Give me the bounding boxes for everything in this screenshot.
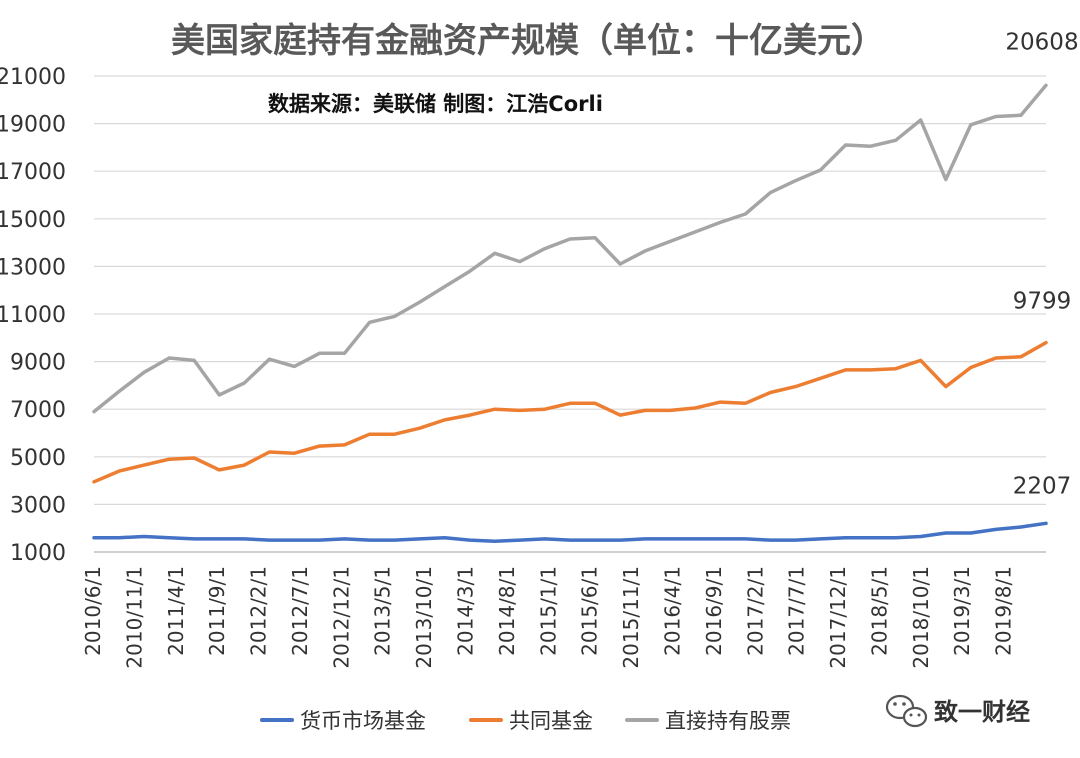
x-tick-label: 2019/8/1 <box>992 566 1016 656</box>
y-gridlines <box>94 75 1046 505</box>
x-tick-label: 2017/7/1 <box>785 566 809 656</box>
series-line-mutual-fund <box>92 340 1048 484</box>
legend-label-mutual-fund: 共同基金 <box>509 709 593 733</box>
watermark: 致一财经 <box>885 694 1030 728</box>
x-tick-label: 2011/4/1 <box>164 566 188 656</box>
legend-label-money-market: 货币市场基金 <box>300 709 426 733</box>
x-tick-label: 2013/10/1 <box>412 566 436 669</box>
wechat-icon <box>885 694 928 728</box>
x-tick-label: 2015/6/1 <box>578 566 602 656</box>
x-tick-label: 2019/3/1 <box>950 566 974 656</box>
watermark-text: 致一财经 <box>934 698 1030 726</box>
x-tick-label: 2012/2/1 <box>247 566 271 656</box>
x-tick-label: 2018/10/1 <box>909 566 933 669</box>
x-tick-label: 2017/12/1 <box>826 566 850 669</box>
data-label-money-market: 2207 <box>1013 473 1072 499</box>
x-tick-label: 2016/4/1 <box>660 566 684 656</box>
x-tick-label: 2013/5/1 <box>371 566 395 656</box>
x-tick-label: 2012/12/1 <box>329 566 353 669</box>
data-label-direct-stock: 20608 <box>1005 29 1078 55</box>
y-tick-label: 11000 <box>0 303 66 328</box>
y-tick-label: 5000 <box>10 446 66 471</box>
data-labels: 2207 9799 20608 <box>1005 29 1078 499</box>
x-tick-label: 2012/7/1 <box>288 566 312 656</box>
legend: 货币市场基金 共同基金 直接持有股票 <box>260 709 791 733</box>
x-axis-ticks: 2010/6/1 2010/11/1 2011/4/1 2011/9/1 2012/2/… <box>81 566 1016 669</box>
series-lines <box>92 83 1048 544</box>
x-tick-label: 2017/2/1 <box>743 566 767 656</box>
data-label-mutual-fund: 9799 <box>1013 289 1072 315</box>
legend-label-direct-stock: 直接持有股票 <box>665 709 791 733</box>
x-tick-label: 2014/8/1 <box>495 566 519 656</box>
chart-subtitle: 数据来源：美联储 制图：江浩Corli <box>268 92 603 116</box>
x-tick-label: 2015/1/1 <box>536 566 560 656</box>
y-tick-label: 9000 <box>10 351 66 376</box>
y-tick-label: 13000 <box>0 255 66 280</box>
y-tick-label: 21000 <box>0 65 66 90</box>
y-tick-label: 1000 <box>10 541 66 566</box>
x-tick-label: 2014/3/1 <box>454 566 478 656</box>
y-tick-label: 15000 <box>0 208 66 233</box>
x-tick-label: 2010/6/1 <box>81 566 105 656</box>
x-tick-label: 2011/9/1 <box>205 566 229 656</box>
y-tick-label: 7000 <box>10 398 66 423</box>
x-tick-label: 2016/9/1 <box>702 566 726 656</box>
y-axis-ticks: 1000 3000 5000 7000 9000 11000 13000 15000 17000… <box>0 65 66 566</box>
series-line-money-market <box>92 521 1048 544</box>
y-tick-label: 17000 <box>0 160 66 185</box>
x-tick-label: 2018/5/1 <box>867 566 891 656</box>
x-tick-label: 2010/11/1 <box>122 566 146 669</box>
chart-title: 美国家庭持有金融资产规模（单位：十亿美元） <box>171 21 885 61</box>
y-tick-label: 3000 <box>10 493 66 518</box>
y-tick-label: 19000 <box>0 113 66 138</box>
series-line-direct-stock <box>92 83 1048 414</box>
x-tick-label: 2015/11/1 <box>619 566 643 669</box>
